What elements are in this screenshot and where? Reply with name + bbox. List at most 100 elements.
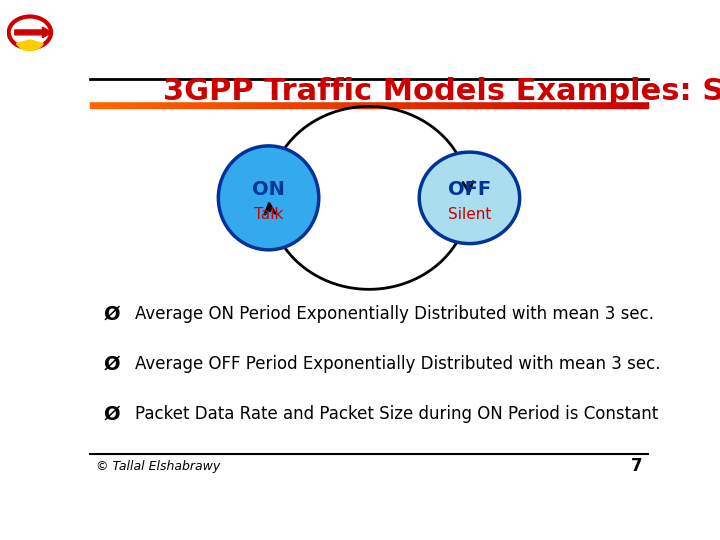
Bar — [536, 101, 542, 109]
Bar — [145, 101, 151, 109]
Bar — [307, 101, 313, 109]
Text: Packet Data Rate and Packet Size during ON Period is Constant: Packet Data Rate and Packet Size during … — [135, 405, 658, 423]
Bar — [207, 101, 213, 109]
Bar — [258, 101, 263, 109]
Bar — [347, 101, 352, 109]
Bar — [464, 101, 469, 109]
Bar — [213, 101, 218, 109]
Bar — [481, 101, 486, 109]
Bar — [185, 101, 191, 109]
Text: Average OFF Period Exponentially Distributed with mean 3 sec.: Average OFF Period Exponentially Distrib… — [135, 355, 660, 373]
Bar — [285, 101, 291, 109]
Bar — [469, 101, 475, 109]
Bar — [230, 101, 235, 109]
Bar — [386, 101, 392, 109]
Bar — [609, 101, 615, 109]
Bar — [587, 101, 593, 109]
Bar — [626, 101, 631, 109]
Text: Silent: Silent — [448, 207, 491, 222]
Bar — [598, 101, 603, 109]
Bar — [352, 101, 358, 109]
Bar — [575, 101, 581, 109]
Bar — [224, 101, 230, 109]
Bar — [157, 101, 163, 109]
Bar — [151, 101, 157, 109]
Bar — [124, 101, 129, 109]
Bar — [118, 101, 124, 109]
Ellipse shape — [419, 152, 520, 244]
Bar — [514, 101, 520, 109]
Bar — [581, 101, 587, 109]
Bar — [107, 101, 112, 109]
Bar — [202, 101, 207, 109]
Bar — [135, 101, 140, 109]
Bar — [358, 101, 364, 109]
Bar — [96, 101, 101, 109]
Bar — [319, 101, 324, 109]
Bar — [447, 101, 453, 109]
Bar — [520, 101, 526, 109]
Bar — [163, 101, 168, 109]
Ellipse shape — [218, 146, 319, 250]
Bar — [593, 101, 598, 109]
Text: 3GPP Traffic Models Examples: Speech: 3GPP Traffic Models Examples: Speech — [163, 77, 720, 106]
Bar — [547, 101, 553, 109]
Bar — [425, 101, 431, 109]
Bar — [269, 101, 274, 109]
Bar — [246, 101, 252, 109]
Bar — [553, 101, 559, 109]
Bar — [615, 101, 620, 109]
Bar — [240, 101, 246, 109]
Bar — [631, 101, 637, 109]
Bar — [431, 101, 436, 109]
Bar — [190, 101, 196, 109]
Bar — [274, 101, 279, 109]
Bar — [542, 101, 548, 109]
Text: Ø: Ø — [104, 355, 121, 374]
Bar — [503, 101, 508, 109]
Bar — [620, 101, 626, 109]
Bar — [90, 101, 96, 109]
Bar — [408, 101, 413, 109]
FancyArrow shape — [15, 27, 52, 38]
Bar — [637, 101, 642, 109]
Bar — [90, 79, 648, 101]
Bar — [642, 101, 648, 109]
Bar — [252, 101, 258, 109]
Bar — [179, 101, 185, 109]
Bar — [498, 101, 503, 109]
Bar — [369, 101, 374, 109]
Bar — [280, 101, 285, 109]
Bar — [380, 101, 386, 109]
Bar — [330, 101, 336, 109]
Text: Average ON Period Exponentially Distributed with mean 3 sec.: Average ON Period Exponentially Distribu… — [135, 305, 654, 323]
Text: Talk: Talk — [254, 207, 283, 222]
Text: © Tallal Elshabrawy: © Tallal Elshabrawy — [96, 460, 220, 472]
Text: Ø: Ø — [104, 305, 121, 324]
Bar — [302, 101, 307, 109]
Bar — [402, 101, 408, 109]
Bar — [559, 101, 564, 109]
Bar — [336, 101, 341, 109]
Bar — [196, 101, 202, 109]
Text: OFF: OFF — [448, 180, 491, 199]
Bar — [313, 101, 319, 109]
Bar — [263, 101, 269, 109]
Bar — [419, 101, 425, 109]
Bar — [603, 101, 609, 109]
Bar — [364, 101, 369, 109]
Bar — [413, 101, 419, 109]
Text: ON: ON — [252, 180, 285, 199]
Bar — [531, 101, 536, 109]
Bar — [101, 101, 107, 109]
Bar — [475, 101, 481, 109]
Bar — [436, 101, 441, 109]
Bar — [324, 101, 330, 109]
Wedge shape — [17, 40, 43, 51]
Bar — [112, 101, 118, 109]
Bar — [486, 101, 492, 109]
Bar — [397, 101, 402, 109]
Bar — [570, 101, 575, 109]
Bar — [392, 101, 397, 109]
Text: Ø: Ø — [104, 404, 121, 423]
